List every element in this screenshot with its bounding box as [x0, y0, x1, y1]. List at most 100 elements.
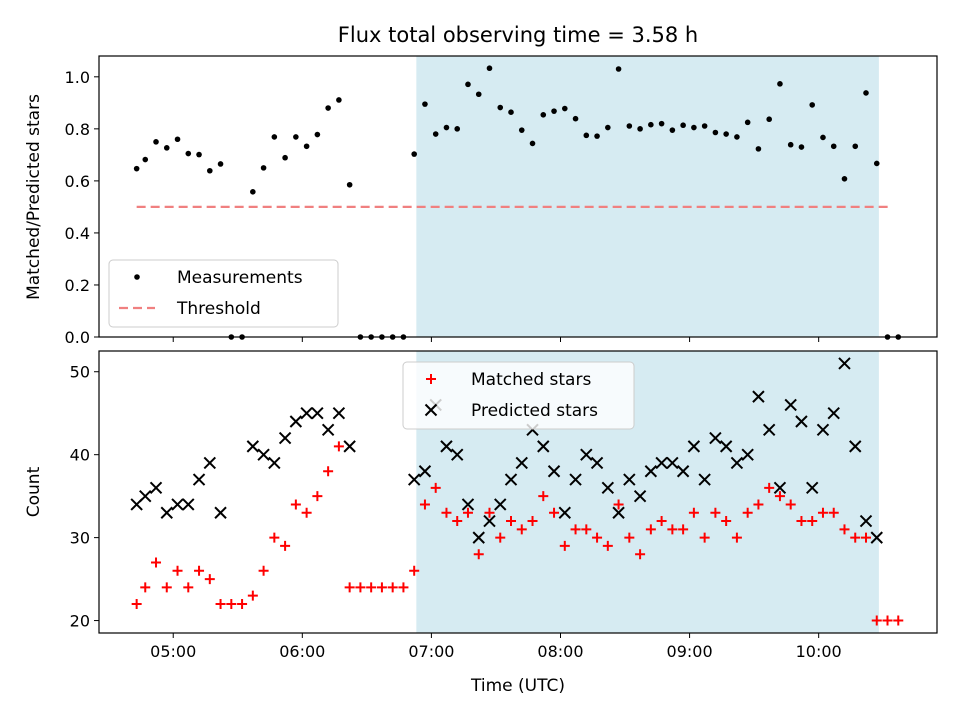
matched-point: [645, 524, 656, 535]
bottom-y-axis-label: Count: [24, 466, 44, 517]
predicted-point: [741, 448, 754, 461]
measurement-point: [486, 65, 493, 72]
measurement-point: [583, 132, 590, 139]
measurement-point: [508, 109, 514, 115]
measurement-point: [712, 129, 719, 136]
matched-point: [366, 582, 377, 593]
predicted-point: [633, 489, 647, 503]
matched-point: [839, 524, 850, 535]
measurement-point: [551, 108, 557, 114]
bottom-y-tick-label: 50: [70, 363, 90, 382]
matched-point: [409, 565, 420, 576]
predicted-point: [332, 406, 346, 420]
predicted-point: [590, 456, 604, 470]
matched-point: [452, 516, 463, 527]
matched-point: [882, 615, 893, 626]
measurement-point: [809, 102, 816, 108]
predicted-point: [687, 440, 701, 453]
matched-point: [581, 524, 592, 535]
measurement-point: [755, 146, 762, 152]
measurement-point: [777, 81, 783, 87]
chart-title: Flux total observing time = 3.58 h: [338, 23, 698, 47]
matched-point: [613, 499, 624, 510]
predicted-point: [515, 456, 528, 470]
measurement-point: [701, 123, 708, 129]
matched-point: [473, 549, 484, 560]
predicted-point: [246, 440, 260, 453]
measurement-point: [422, 101, 428, 107]
predicted-point: [730, 456, 744, 470]
matched-point: [226, 598, 237, 609]
predicted-point: [601, 481, 615, 495]
measurement-point: [830, 143, 837, 150]
matched-point: [247, 590, 258, 601]
measurement-point: [497, 104, 504, 111]
measurement-point: [787, 141, 794, 148]
measurement-point: [174, 136, 181, 143]
predicted-point: [504, 473, 518, 486]
matched-point: [280, 540, 291, 551]
matched-point: [871, 615, 882, 626]
matched-point: [215, 598, 226, 609]
measurement-point: [217, 161, 224, 167]
matched-point: [688, 507, 699, 518]
predicted-point: [666, 456, 679, 470]
matched-point: [516, 524, 527, 535]
matched-point: [269, 532, 280, 543]
predicted-point: [139, 489, 152, 503]
matched-point: [592, 532, 603, 543]
legend-box: [108, 259, 339, 328]
measurement-point: [529, 140, 536, 147]
measurement-point: [680, 122, 686, 129]
matched-point: [204, 574, 215, 585]
predicted-point: [160, 506, 173, 519]
measurement-point: [465, 81, 471, 88]
predicted-point: [816, 423, 830, 437]
measurement-point: [250, 189, 256, 195]
predicted-point: [182, 498, 195, 511]
matched-point: [667, 524, 678, 535]
matched-point: [635, 549, 646, 560]
predicted-point: [300, 406, 313, 420]
predicted-point: [655, 456, 668, 470]
predicted-point: [472, 531, 485, 544]
x-tick-label: 05:00: [150, 642, 196, 661]
legend-label: Threshold: [176, 299, 261, 319]
predicted-point: [870, 531, 883, 544]
measurement-point: [325, 105, 331, 111]
measurement-point: [454, 126, 461, 132]
matched-point: [796, 516, 807, 527]
matched-point: [387, 582, 398, 593]
measurement-point: [626, 123, 633, 129]
measurement-point: [723, 131, 729, 137]
matched-point: [506, 516, 517, 527]
predicted-point: [278, 431, 292, 445]
measurement-point: [605, 124, 611, 131]
measurement-point: [282, 154, 288, 161]
predicted-point: [827, 406, 840, 420]
measurement-point: [637, 126, 643, 132]
top-y-tick-label: 0.2: [65, 276, 90, 295]
legend-label: Predicted stars: [471, 401, 598, 421]
predicted-point: [407, 473, 421, 486]
measurement-point: [271, 134, 278, 140]
matched-point: [678, 524, 689, 535]
legend-label: Measurements: [177, 268, 303, 288]
legend-plus-marker: [426, 374, 436, 384]
matched-point: [161, 582, 172, 593]
matched-point: [172, 565, 183, 576]
matched-point: [495, 532, 506, 543]
matched-point: [323, 466, 334, 477]
measurement-point: [852, 143, 859, 150]
top-y-tick-label: 0.0: [65, 328, 90, 347]
measurement-point: [314, 131, 321, 138]
measurement-point: [475, 91, 482, 98]
matched-point: [183, 582, 194, 593]
matched-point: [398, 582, 409, 593]
measurement-point: [432, 131, 439, 137]
predicted-point: [289, 415, 303, 428]
predicted-point: [838, 357, 851, 370]
matched-point: [312, 491, 323, 502]
measurement-point: [207, 167, 213, 174]
